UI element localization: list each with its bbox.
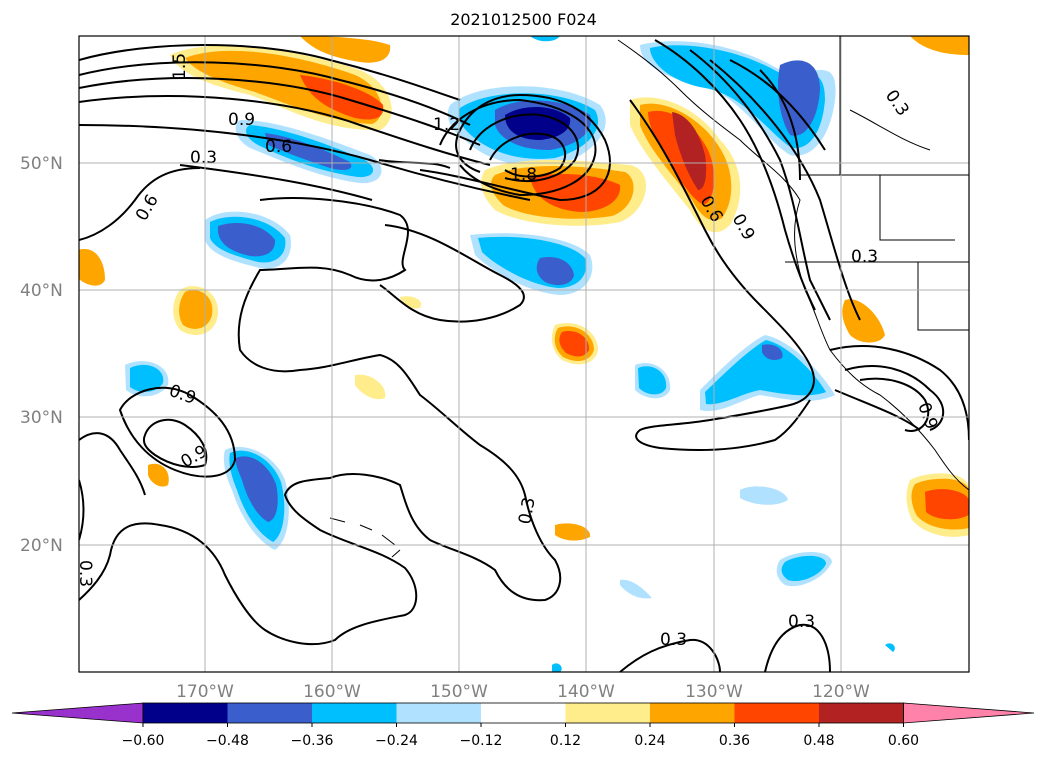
colorbar-extend-low: [11, 702, 144, 724]
contour-label: 0.3: [788, 612, 815, 632]
lon-label-150w: 150°W: [430, 682, 488, 702]
colorbar-tick-label: 0.24: [634, 733, 665, 749]
lon-label-170w: 170°W: [176, 682, 234, 702]
positive-anomaly: [559, 331, 590, 357]
contour-label: 0.3: [190, 148, 217, 168]
longitude-labels: 170°W 160°W 150°W 140°W 130°W 120°W: [176, 682, 870, 702]
map-title: 2021012500 F024: [450, 10, 597, 29]
positive-anomaly: [79, 249, 105, 286]
colorbar-outline: [142, 702, 904, 724]
positive-anomaly: [910, 36, 969, 55]
lat-label-30n: 30°N: [20, 408, 63, 428]
lon-label-160w: 160°W: [303, 682, 361, 702]
map-frame: [78, 35, 970, 673]
negative-anomaly: [530, 36, 560, 42]
lat-label-50n: 50°N: [20, 154, 63, 174]
contour-label: 1.8: [510, 165, 537, 185]
lon-label-120w: 120°W: [812, 682, 870, 702]
colorbar-tick-label: −0.60: [122, 733, 165, 749]
colorbar-tick-label: 0.60: [888, 733, 919, 749]
negative-anomaly: [638, 366, 667, 395]
colorbar-tick-label: 0.12: [550, 733, 581, 749]
positive-anomaly: [672, 112, 707, 190]
positive-anomaly: [842, 299, 885, 343]
negative-anomaly: [705, 340, 826, 405]
colorbar-segment: [143, 703, 228, 723]
negative-anomaly: [885, 643, 895, 652]
negative-anomaly: [650, 45, 825, 149]
contour-label: 0.9: [178, 441, 211, 472]
contour-label: 0.3: [851, 247, 878, 267]
contour-label: 0.3: [881, 86, 913, 120]
colorbar-tick-label: −0.12: [460, 733, 503, 749]
negative-anomaly: [218, 222, 276, 257]
negative-anomaly: [778, 60, 820, 136]
positive-anomaly: [925, 489, 969, 520]
contour-label: 0.3: [660, 630, 687, 650]
latitude-labels: 50°N 40°N 30°N 20°N: [20, 154, 63, 556]
positive-anomaly: [400, 296, 422, 309]
colorbar-segment: [734, 703, 820, 723]
negative-anomaly: [620, 579, 652, 599]
positive-anomaly: [530, 174, 621, 212]
anomaly-fill: [79, 36, 969, 672]
colorbar-segment: [227, 703, 313, 723]
colorbar-segment: [312, 703, 397, 723]
colorbar-segment: [396, 703, 482, 723]
colorbar: −0.60 −0.48 −0.36 −0.24 −0.12 0.12 0.24 0.36 0.4…: [11, 702, 1035, 749]
contour-label: 0.3: [515, 496, 539, 526]
contour-label: 0.6: [265, 137, 292, 157]
contour-label: 0.3: [75, 560, 95, 587]
colorbar-segment: [565, 703, 651, 723]
lon-label-130w: 130°W: [685, 682, 743, 702]
contour-label: 0.9: [166, 381, 198, 409]
colorbar-tick-label: 0.36: [719, 733, 750, 749]
lat-label-40n: 40°N: [20, 281, 63, 301]
contour-label: 0.9: [228, 110, 255, 130]
positive-anomaly: [148, 463, 169, 487]
colorbar-tick-label: −0.36: [291, 733, 334, 749]
contour-label: 1.5: [170, 53, 190, 80]
negative-anomaly: [781, 555, 826, 582]
positive-anomaly: [555, 523, 591, 541]
lat-label-20n: 20°N: [20, 536, 63, 556]
contour-lines: [79, 39, 969, 672]
map-content: 1.5 0.9 0.6 0.3 1.2 1.8 0.6 0.9 0.3 0.6 …: [75, 36, 969, 672]
colorbar-segment: [481, 703, 566, 723]
colorbar-tick-label: −0.24: [375, 733, 418, 749]
colorbar-extend-high: [903, 702, 1035, 724]
positive-anomaly: [179, 290, 213, 329]
lon-label-140w: 140°W: [557, 682, 615, 702]
negative-anomaly: [762, 344, 783, 360]
negative-anomaly: [235, 456, 278, 522]
negative-anomaly: [552, 663, 562, 672]
negative-anomaly: [130, 364, 164, 392]
colorbar-tick-label: 0.48: [803, 733, 834, 749]
negative-anomaly: [536, 256, 574, 286]
colorbar-tick-label: −0.48: [206, 733, 249, 749]
colorbar-segment: [819, 703, 904, 723]
colorbar-segment: [650, 703, 735, 723]
gridlines: [79, 36, 969, 672]
positive-anomaly: [300, 36, 391, 63]
contour-label: 1.2: [433, 115, 460, 135]
negative-anomaly: [740, 486, 788, 505]
positive-anomaly: [355, 374, 386, 400]
